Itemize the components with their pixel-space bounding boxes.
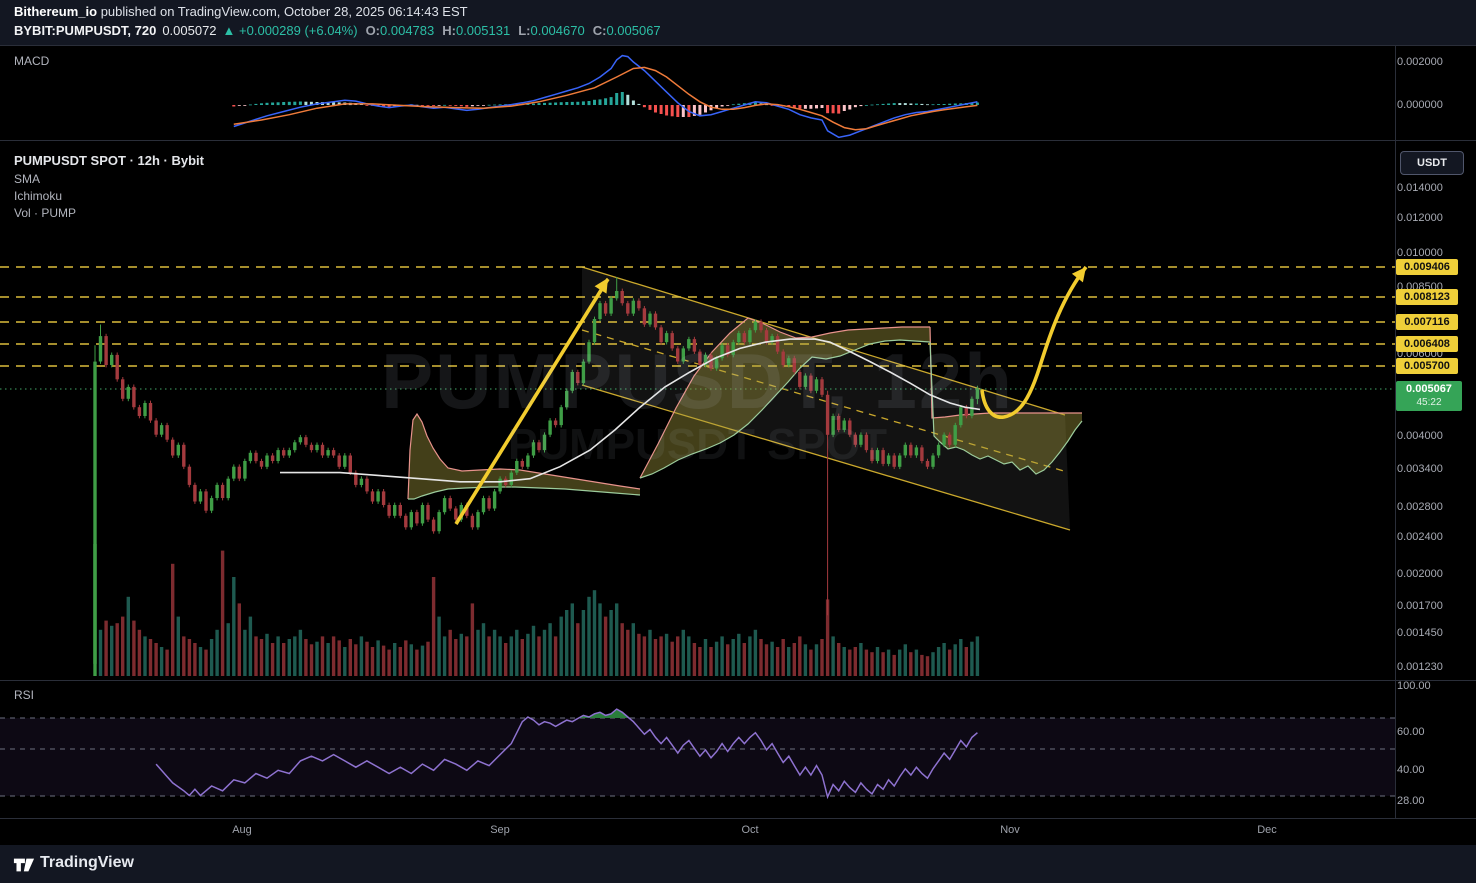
axis-level-label: 0.005700 xyxy=(1396,358,1458,374)
trend-arrow-up[interactable] xyxy=(454,278,610,525)
symbol-ohlc-row: BYBIT:PUMPUSDT, 720 0.005072 ▲ +0.000289 (… xyxy=(14,23,661,38)
time-axis-month-label: Nov xyxy=(1000,824,1020,836)
axis-price-label: 0.004000 xyxy=(1397,430,1443,442)
price-axis[interactable]: USDT 0.002000 0.000000 0.014000 0.012000 0.0… xyxy=(1395,45,1476,845)
publish-info: Bithereum_io published on TradingView.co… xyxy=(14,4,468,19)
axis-price-label: 0.001700 xyxy=(1397,600,1443,612)
axis-price-label: 40.00 xyxy=(1397,764,1425,776)
close-value: 0.005067 xyxy=(606,23,661,38)
axis-level-label: 0.006408 xyxy=(1396,336,1458,352)
rsi-line xyxy=(155,708,978,800)
axis-price-label: 0.002000 xyxy=(1397,568,1443,580)
close-label: C: xyxy=(592,23,607,38)
volume-bars xyxy=(93,544,980,676)
axis-price-label: 60.00 xyxy=(1397,726,1425,738)
symbol-title[interactable]: BYBIT:PUMPUSDT, 720 xyxy=(14,23,157,38)
projection-arrow-curved[interactable] xyxy=(980,265,1088,419)
rsi-pane-label[interactable]: RSI xyxy=(14,688,35,702)
legend-item-sma[interactable]: SMA xyxy=(14,172,41,186)
axis-price-label: 100.00 xyxy=(1397,680,1431,692)
legend-item-ichimoku[interactable]: Ichimoku xyxy=(14,189,63,203)
price-change: ▲ +0.000289 (+6.04%) xyxy=(222,23,358,38)
author-name: Bithereum_io xyxy=(14,4,98,19)
axis-price-label: 0.000000 xyxy=(1397,99,1443,111)
currency-toggle-button[interactable]: USDT xyxy=(1400,151,1464,175)
rsi-band xyxy=(0,718,1395,796)
macd-line xyxy=(233,54,978,139)
axis-level-label: 0.009406 xyxy=(1396,259,1458,275)
axis-price-label: 0.003400 xyxy=(1397,463,1443,475)
axis-price-label: 0.002400 xyxy=(1397,531,1443,543)
time-axis-month-label: Aug xyxy=(232,824,252,836)
main-chart-legend: PUMPUSDT SPOT · 12h · Bybit SMA Ichimoku… xyxy=(14,153,204,222)
axis-level-label: 0.008123 xyxy=(1396,289,1458,305)
macd-pane-label[interactable]: MACD xyxy=(14,54,50,68)
time-axis-month-label: Oct xyxy=(741,824,759,836)
low-label: L: xyxy=(518,23,531,38)
axis-price-label: 0.002800 xyxy=(1397,501,1443,513)
high-label: H: xyxy=(442,23,456,38)
axis-price-label: 0.001230 xyxy=(1397,661,1443,673)
open-label: O: xyxy=(365,23,381,38)
axis-price-label: 0.012000 xyxy=(1397,212,1443,224)
time-axis-month-label: Sep xyxy=(490,824,510,836)
time-axis[interactable]: Aug Sep Oct Nov Dec xyxy=(0,818,1476,846)
high-value: 0.005131 xyxy=(455,23,511,38)
axis-current-price-label: 0.005067 45:22 xyxy=(1396,381,1462,411)
axis-price-label: 0.014000 xyxy=(1397,182,1443,194)
low-value: 0.004670 xyxy=(530,23,585,38)
legend-symbol-title[interactable]: PUMPUSDT SPOT · 12h · Bybit xyxy=(14,153,204,168)
horizontal-level-lines[interactable] xyxy=(0,266,1395,390)
pane-separators[interactable] xyxy=(0,45,1476,845)
axis-price-label: 28.00 xyxy=(1397,795,1425,807)
axis-level-label: 0.007116 xyxy=(1396,314,1458,330)
sma-line xyxy=(280,338,981,483)
axis-price-label: 0.010000 xyxy=(1397,247,1443,259)
last-price: 0.005072 xyxy=(162,23,217,38)
tradingview-brand-text[interactable]: TradingView xyxy=(40,854,134,871)
axis-price-label: 0.002000 xyxy=(1397,56,1443,68)
bar-countdown: 45:22 xyxy=(1416,397,1442,408)
time-axis-month-label: Dec xyxy=(1257,824,1277,836)
footer-bar: TradingView xyxy=(0,845,1476,883)
axis-price-label: 0.001450 xyxy=(1397,627,1443,639)
open-value: 0.004783 xyxy=(380,23,435,38)
snapshot-header: Bithereum_io published on TradingView.co… xyxy=(0,0,1476,45)
macd-signal-line xyxy=(233,66,978,131)
publish-text: published on TradingView.com, October 28… xyxy=(97,4,468,19)
legend-item-volume[interactable]: Vol · PUMP xyxy=(14,206,77,220)
tradingview-logo-icon[interactable] xyxy=(13,854,35,876)
